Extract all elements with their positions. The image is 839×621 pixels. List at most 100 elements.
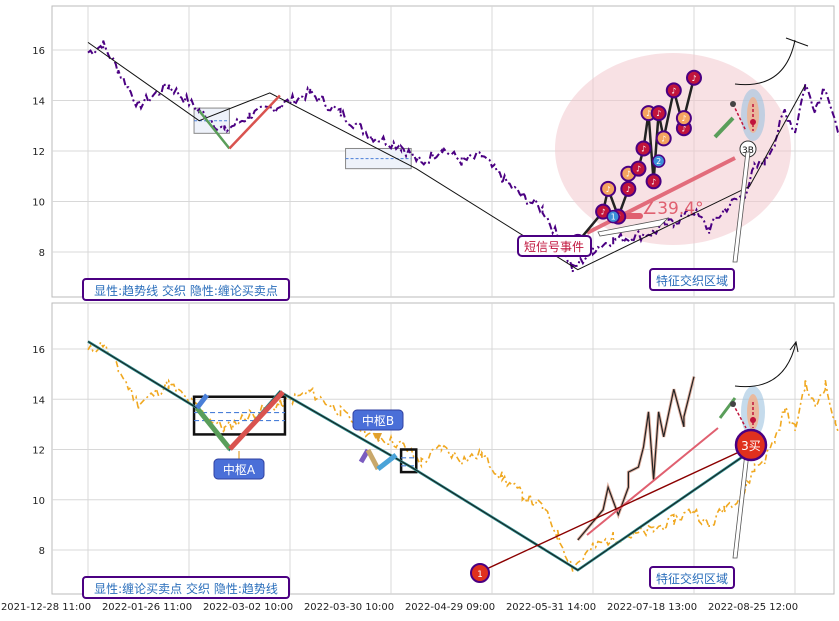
top-angle-label: ∠39.4° [642, 199, 704, 219]
bottom-legb-2 [365, 448, 381, 471]
top-bsp-marker-7 [635, 140, 652, 157]
bottom-leg-blue [195, 393, 209, 410]
top-signal-pointer [597, 217, 670, 237]
bottom-zsb-box [352, 409, 404, 431]
top-zone-pointer [732, 151, 751, 263]
top-bsp-label-13: ♪ [681, 124, 686, 133]
top-bsp-marker-6 [630, 160, 647, 177]
top-zone-label: 特征交织区域 [656, 273, 728, 288]
x-tick-6: 2022-07-18 13:00 [607, 602, 697, 613]
bottom-x-tick-labels: 2021-12-28 11:00 2022-01-26 11:00 2022-03-… [1, 602, 798, 613]
x-tick-4: 2022-04-29 09:00 [405, 602, 495, 613]
bottom-curve-arrow-head [789, 340, 799, 353]
y-tick-12: 12 [32, 446, 45, 457]
top-bsp-label-8: ♪ [646, 109, 651, 118]
bottom-bi-last [479, 445, 753, 573]
top-green-leg [713, 116, 735, 139]
top-bsp-label-2: ♪ [606, 185, 611, 194]
top-caption: 显性:趋势线 交织 隐性:缠论买卖点 [94, 283, 278, 298]
top-bsp-marker-10 [650, 105, 667, 122]
top-signal-box [517, 235, 592, 257]
top-bsp-blue-1 [651, 154, 666, 168]
bottom-dash-arrow-1 [732, 403, 747, 429]
bottom-buy3-marker [734, 428, 768, 462]
bottom-zone-box [649, 566, 735, 589]
y-tick-12: 12 [32, 147, 45, 158]
y-tick-14: 14 [32, 395, 45, 406]
y-tick-14: 14 [32, 97, 45, 108]
top-bsp-label-15: ♪ [691, 74, 696, 83]
bottom-caption-box [82, 576, 290, 599]
bottom-zsa-box [213, 458, 265, 480]
top-curve-arrow-head [785, 37, 809, 47]
bottom-leg-red [228, 390, 285, 451]
y-tick-8: 8 [39, 546, 45, 557]
bottom-price-series [87, 340, 839, 572]
top-y-tick-labels: 8 10 12 14 16 [32, 46, 45, 259]
top-bsp-marker-11 [655, 130, 672, 147]
bottom-y-tick-labels: 8 10 12 14 16 [32, 345, 45, 557]
y-tick-10: 10 [32, 198, 45, 209]
y-tick-8: 8 [39, 248, 45, 259]
bottom-buy1-label: 1 [477, 570, 483, 580]
top-zone-box [649, 268, 735, 291]
top-caption-box [82, 278, 290, 301]
top-bsp-label-7: ♪ [641, 144, 646, 153]
bottom-plot-area [51, 302, 835, 595]
bottom-buy1-marker [470, 563, 490, 583]
top-bsp-label-1: ♪ [601, 208, 606, 217]
bottom-curve-arrow [734, 341, 797, 388]
top-signal-label: 短信号事件 [524, 240, 584, 254]
y-tick-16: 16 [32, 345, 45, 356]
top-zone-ellipse [555, 53, 791, 245]
top-bsp-label-5: ♪ [626, 170, 631, 179]
bottom-red-trend [586, 427, 719, 536]
top-bsp-blue-label-1: 2 [656, 157, 661, 166]
bottom-zigzag-line [577, 376, 695, 541]
top-bsp-label-11: ♪ [661, 134, 666, 143]
bottom-dot-1 [730, 401, 736, 407]
bottom-zsa-label: 中枢A [223, 462, 256, 477]
y-tick-10: 10 [32, 496, 45, 507]
bottom-panel: 8 10 12 14 16 2021-12-28 11:00 2022-01-26 11:… [1, 302, 839, 613]
top-bsp-label-4: ♪ [626, 185, 631, 194]
top-dot-2 [750, 119, 756, 125]
x-tick-7: 2022-08-25 12:00 [708, 602, 798, 613]
y-tick-16: 16 [32, 46, 45, 57]
bottom-buy3-label: 3买 [741, 439, 761, 453]
top-bsp-label-12: ♪ [671, 86, 676, 95]
top-marker-zigzag [576, 77, 696, 243]
bottom-caption: 显性:缠论买卖点 交织 隐性:趋势线 [94, 581, 278, 596]
top-leg-1 [228, 94, 281, 150]
bottom-legb-3 [376, 453, 398, 471]
x-tick-3: 2022-03-30 10:00 [304, 602, 394, 613]
top-price-series [87, 40, 839, 273]
top-bsp-marker-9 [645, 173, 662, 190]
top-curve-arrow [734, 39, 796, 86]
bottom-zsb-label: 中枢B [362, 413, 394, 428]
x-tick-2: 2022-03-02 10:00 [203, 602, 293, 613]
top-bsp-marker-14 [675, 110, 692, 127]
x-tick-5: 2022-05-31 14:00 [506, 602, 596, 613]
bottom-dot-2 [750, 417, 756, 423]
top-bsp-marker-2 [600, 180, 617, 197]
zs-box-0 [192, 395, 287, 436]
bottom-leg-green [195, 406, 232, 451]
top-bsp-label-9: ♪ [651, 177, 656, 186]
top-3b-label: 3B [742, 146, 754, 156]
top-trend-line [87, 41, 806, 271]
bottom-zone-label: 特征交织区域 [656, 571, 728, 586]
x-tick-0: 2021-12-28 11:00 [1, 602, 91, 613]
bottom-zsb-arrow [374, 433, 382, 442]
top-leg-0 [198, 109, 231, 150]
top-bsp-blue-0 [606, 209, 620, 224]
top-bsp-marker-4 [620, 180, 637, 197]
top-bsp-marker-12 [665, 82, 682, 99]
top-bsp-label-6: ♪ [636, 165, 641, 174]
top-bsp-blue-label-0: 1 [611, 213, 616, 222]
x-tick-1: 2022-01-26 11:00 [102, 602, 192, 613]
top-dot-1 [730, 101, 736, 107]
